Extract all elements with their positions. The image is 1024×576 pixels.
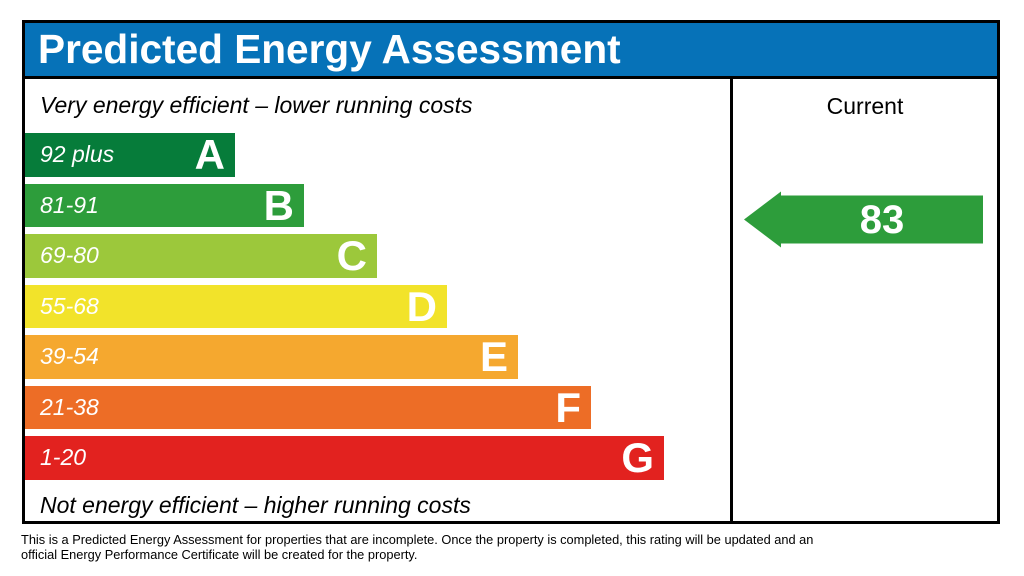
svg-text:83: 83 <box>860 198 905 242</box>
